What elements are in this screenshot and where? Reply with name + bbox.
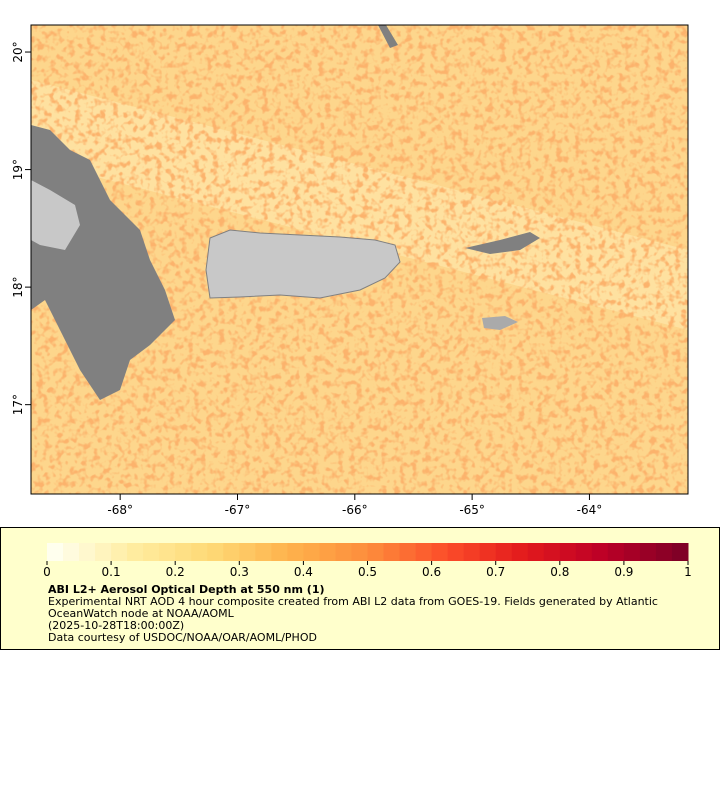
colorbar-swatch	[479, 543, 497, 561]
colorbar-tick-label: 0	[43, 565, 51, 579]
map-field	[31, 25, 688, 494]
colorbar-swatch	[495, 543, 513, 561]
colorbar-swatch	[415, 543, 433, 561]
legend-line: Data courtesy of USDOC/NOAA/OAR/AOML/PHO…	[48, 631, 317, 644]
colorbar-swatch	[399, 543, 417, 561]
land-puerto-rico	[205, 229, 401, 299]
colorbar-swatch	[255, 543, 272, 561]
x-tick-label: -66°	[342, 503, 368, 517]
colorbar-swatch	[367, 543, 385, 561]
colorbar-tick-label: 0.7	[486, 565, 505, 579]
colorbar-swatch	[527, 543, 545, 561]
map-frame	[30, 24, 689, 495]
colorbar-tick-label: 0.9	[614, 565, 633, 579]
colorbar-swatch	[207, 543, 224, 561]
y-tick-label: 19°	[11, 159, 25, 180]
colorbar-swatch	[239, 543, 256, 561]
colorbar-swatch	[559, 543, 577, 561]
colorbar-tick-label: 0.8	[550, 565, 569, 579]
colorbar-swatch	[63, 543, 80, 561]
colorbar-swatch	[127, 543, 144, 561]
colorbar-swatch	[671, 543, 689, 561]
colorbar-swatch	[655, 543, 673, 561]
colorbar-swatch	[143, 543, 160, 561]
colorbar-swatch	[319, 543, 336, 561]
colorbar-swatch	[511, 543, 529, 561]
land-st-croix	[482, 316, 518, 330]
colorbar-swatch	[591, 543, 609, 561]
y-tick-label: 20°	[11, 41, 25, 62]
colorbar-swatch	[111, 543, 128, 561]
land-fragment	[378, 25, 398, 48]
colorbar-swatch	[95, 543, 112, 561]
colorbar-swatch	[79, 543, 96, 561]
colorbar-swatch	[575, 543, 593, 561]
colorbar-swatch	[431, 543, 449, 561]
land-hispaniola	[31, 125, 175, 400]
colorbar-swatch	[271, 543, 288, 561]
x-tick-label: -68°	[107, 503, 133, 517]
colorbar-swatch	[463, 543, 481, 561]
colorbar-swatch	[351, 543, 368, 561]
colorbar-swatch	[607, 543, 625, 561]
colorbar-tick-label: 0.4	[294, 565, 313, 579]
colorbar-swatch	[383, 543, 401, 561]
colorbar-tick-label: 0.5	[358, 565, 377, 579]
colorbar-swatch	[159, 543, 176, 561]
colorbar-tick-label: 0.6	[422, 565, 441, 579]
y-tick-label: 18°	[11, 276, 25, 297]
colorbar-swatch	[287, 543, 304, 561]
x-tick-label: -67°	[225, 503, 251, 517]
colorbar-swatch	[191, 543, 208, 561]
colorbar-swatch	[623, 543, 641, 561]
colorbar-swatch	[223, 543, 240, 561]
legend-line: Experimental NRT AOD 4 hour composite cr…	[48, 595, 658, 608]
axes: -68° -67° -66° -65° -64° 17° 18° 19° 20°	[11, 41, 602, 517]
colorbar-swatch	[303, 543, 320, 561]
colorbar-swatch	[175, 543, 192, 561]
colorbar-swatch	[47, 543, 64, 561]
colorbar-swatch	[447, 543, 465, 561]
colorbar: 0 0.1 0.2 0.3 0.4 0.5 0.6 0.7 0.8 0.9 1	[43, 543, 692, 579]
colorbar-tick-label: 0.1	[102, 565, 121, 579]
colorbar-swatch	[335, 543, 352, 561]
x-tick-label: -65°	[459, 503, 485, 517]
legend-line: OceanWatch node at NOAA/AOML	[48, 607, 235, 620]
y-tick-label: 17°	[11, 394, 25, 415]
land-hispaniola-inner	[31, 180, 80, 250]
colorbar-swatch	[543, 543, 561, 561]
colorbar-tick-label: 0.2	[166, 565, 185, 579]
legend-line: (2025-10-28T18:00:00Z)	[48, 619, 184, 632]
land-virgin-islands	[465, 232, 540, 254]
colorbar-swatch	[639, 543, 657, 561]
colorbar-tick-label: 1	[684, 565, 692, 579]
colorbar-tick-label: 0.3	[230, 565, 249, 579]
x-tick-label: -64°	[577, 503, 603, 517]
legend-title: ABI L2+ Aerosol Optical Depth at 550 nm …	[48, 583, 325, 596]
